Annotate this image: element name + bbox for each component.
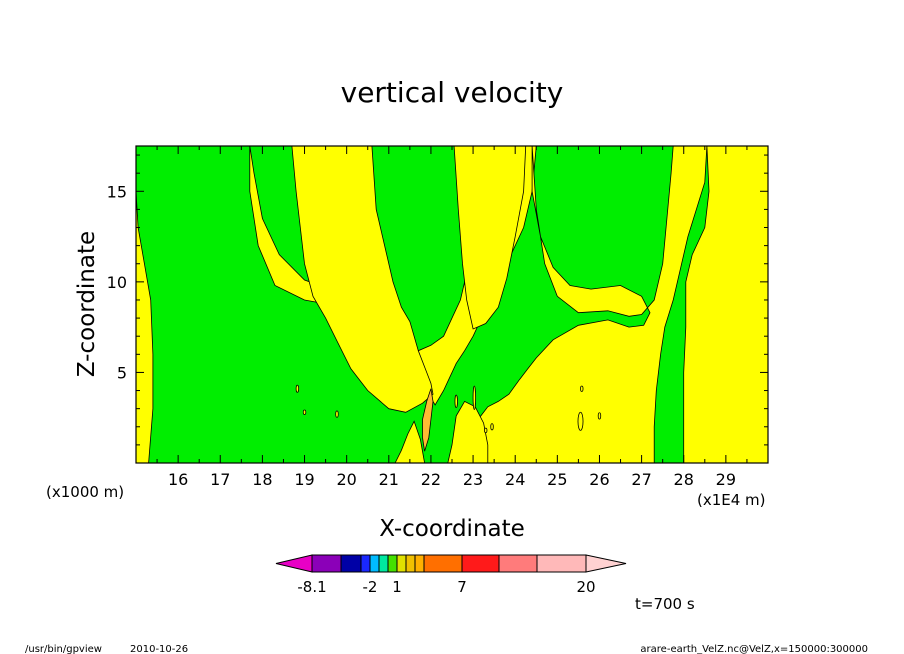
colorbar-arrow-right xyxy=(585,554,627,573)
x-tick-label: 24 xyxy=(505,470,525,489)
colorbar-segment xyxy=(536,554,587,573)
yellow-contour-region-6 xyxy=(394,420,426,463)
x-tick-label: 25 xyxy=(547,470,567,489)
x-tick-label: 22 xyxy=(421,470,441,489)
colorbar-segment xyxy=(340,554,362,573)
colorbar-segment xyxy=(461,554,500,573)
colorbar-segment xyxy=(405,554,416,573)
yellow-contour-region-4 xyxy=(474,146,708,463)
colorbar-arrow-left xyxy=(275,554,313,573)
x-axis-label: X-coordinate xyxy=(379,516,525,542)
x-tick-label: 19 xyxy=(294,470,314,489)
y-tick-label: 10 xyxy=(107,273,127,292)
x-tick-label: 16 xyxy=(168,470,188,489)
colorbar-segment xyxy=(369,554,380,573)
yellow-contour-region-2 xyxy=(291,146,434,413)
x-tick-label: 27 xyxy=(631,470,651,489)
footer-source: arare-earth_VelZ.nc@VelZ,x=150000:300000 xyxy=(640,644,868,654)
colorbar-tick-label: -8.1 xyxy=(297,578,326,596)
colorbar-segment xyxy=(387,554,398,573)
small-contour-cell-7 xyxy=(580,385,584,392)
colorbar-tick-label: -2 xyxy=(363,578,378,596)
colorbar-segment xyxy=(423,554,463,573)
colorbar-segment xyxy=(360,554,371,573)
small-contour-cell-8 xyxy=(577,411,584,431)
colorbar-segment xyxy=(378,554,389,573)
x-tick-label: 21 xyxy=(379,470,399,489)
small-contour-cell-5 xyxy=(484,427,488,434)
small-contour-cell-1 xyxy=(302,409,307,415)
time-label: t=700 s xyxy=(635,595,695,613)
footer-path: /usr/bin/gpview xyxy=(25,644,102,654)
colorbar-tick-label: 20 xyxy=(576,578,595,596)
y-tick-label: 15 xyxy=(107,182,127,201)
x-tick-label: 17 xyxy=(210,470,230,489)
y-tick-label: 5 xyxy=(117,363,127,382)
x-tick-label: 20 xyxy=(336,470,356,489)
y-axis-label: Z-coordinate xyxy=(74,231,100,377)
small-contour-cell-2 xyxy=(335,410,339,418)
colorbar-segment xyxy=(414,554,425,573)
x-tick-label: 18 xyxy=(252,470,272,489)
footer-date: 2010-10-26 xyxy=(130,644,188,654)
colorbar-tick-label: 7 xyxy=(457,578,467,596)
x-axis: 16 17 18 19 20 21 22 23 24 25 26 27 28 29 xyxy=(156,146,748,489)
yellow-contour-region-5 xyxy=(683,146,768,463)
x-unit-label: (x1E4 m) xyxy=(697,491,766,509)
plot-area xyxy=(135,145,769,464)
colorbar-segment xyxy=(311,554,342,573)
small-contour-cell-4 xyxy=(472,385,476,410)
yellow-contour-region-3 xyxy=(453,146,527,330)
x-tick-label: 28 xyxy=(674,470,694,489)
colorbar-tick-label: 1 xyxy=(392,578,402,596)
small-contour-cell-6 xyxy=(490,423,494,431)
small-contour-cell-9 xyxy=(597,412,602,420)
small-contour-cell-0 xyxy=(295,384,300,393)
contour-fill-layer xyxy=(136,146,768,463)
colorbar xyxy=(275,554,627,573)
colorbar-segment xyxy=(396,554,407,573)
y-axis: 5 10 15 xyxy=(107,154,768,446)
small-contour-cell-3 xyxy=(454,394,458,409)
chart-title: vertical velocity xyxy=(341,76,564,109)
colorbar-labels: -8.1 -2 1 7 20 xyxy=(297,578,595,596)
y-unit-label: (x1000 m) xyxy=(46,483,124,501)
x-tick-label: 23 xyxy=(463,470,483,489)
x-tick-label: 29 xyxy=(716,470,736,489)
x-tick-label: 26 xyxy=(589,470,609,489)
orange-contour-region-0 xyxy=(422,388,434,452)
colorbar-segment xyxy=(498,554,538,573)
